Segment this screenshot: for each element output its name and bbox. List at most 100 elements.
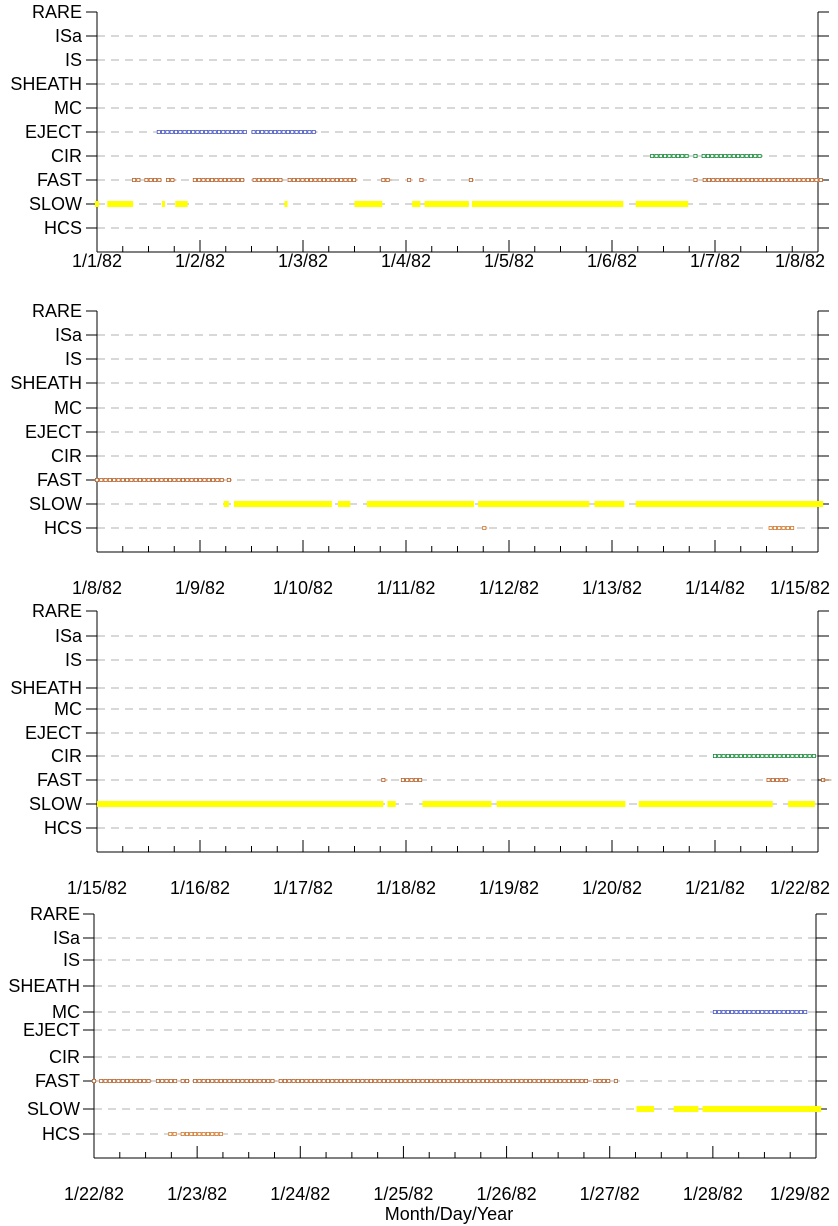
category-label-is: IS: [65, 650, 82, 670]
cir-marker: [654, 153, 659, 158]
fast-marker: [368, 1079, 373, 1084]
eject-marker: [216, 129, 221, 134]
fast-marker: [489, 1079, 494, 1084]
fast-marker: [810, 177, 815, 182]
fast-marker: [185, 477, 190, 482]
fast-marker: [304, 1079, 309, 1084]
fast-marker: [766, 778, 771, 783]
fast-marker: [416, 1079, 421, 1084]
fast-marker: [189, 477, 194, 482]
x-tick-label: 1/14/82: [685, 578, 745, 598]
fast-marker: [99, 1079, 104, 1084]
fast-marker: [201, 177, 206, 182]
fast-marker: [364, 1079, 369, 1084]
cir-marker: [781, 754, 786, 759]
slow-bar-segment: [635, 201, 689, 207]
mc-marker-run: [712, 1010, 808, 1015]
x-tick-label: 1/20/82: [582, 878, 642, 898]
x-tick-label: 1/12/82: [479, 578, 539, 598]
fast-marker: [459, 1079, 464, 1084]
category-label-fast: FAST: [35, 1071, 80, 1091]
eject-marker: [199, 129, 204, 134]
cir-marker: [768, 754, 773, 759]
cir-marker: [803, 754, 808, 759]
mc-marker: [725, 1010, 730, 1015]
fast-marker: [227, 1079, 232, 1084]
cir-marker: [744, 153, 749, 158]
category-label-eject: EJECT: [25, 122, 82, 142]
cir-marker: [734, 754, 739, 759]
category-label-sheath: SHEATH: [10, 373, 82, 393]
fast-marker: [176, 477, 181, 482]
eject-marker: [178, 129, 183, 134]
hcs-marker: [790, 526, 795, 531]
fast-marker: [321, 1079, 326, 1084]
fast-marker: [256, 177, 261, 182]
mc-marker: [773, 1010, 778, 1015]
fast-marker: [112, 1079, 117, 1084]
mc-marker: [781, 1010, 786, 1015]
fast-marker: [261, 1079, 266, 1084]
fast-marker: [261, 177, 266, 182]
x-tick-label: 1/17/82: [273, 878, 333, 898]
cir-marker: [701, 153, 706, 158]
eject-marker: [264, 129, 269, 134]
category-label-mc: MC: [52, 1002, 80, 1022]
fast-marker: [468, 177, 473, 182]
fast-marker: [116, 1079, 121, 1084]
fast-marker: [373, 1079, 378, 1084]
category-label-isa: ISa: [53, 928, 81, 948]
mc-marker: [743, 1010, 748, 1015]
fast-marker: [347, 177, 352, 182]
fast-marker-run: [278, 1079, 591, 1084]
hcs-marker-run: [168, 1132, 178, 1137]
fast-marker: [399, 1079, 404, 1084]
eject-marker: [234, 129, 239, 134]
fast-marker: [463, 1079, 468, 1084]
eject-marker-run: [251, 129, 318, 134]
fast-marker: [330, 177, 335, 182]
mc-marker: [717, 1010, 722, 1015]
fast-marker: [715, 177, 720, 182]
cir-marker: [777, 754, 782, 759]
fast-marker: [107, 1079, 112, 1084]
x-tick-label: 1/1/82: [72, 251, 122, 271]
fast-marker: [295, 1079, 300, 1084]
cir-marker-run: [650, 153, 690, 158]
fast-marker: [144, 177, 149, 182]
mc-marker: [794, 1010, 799, 1015]
fast-marker: [467, 1079, 472, 1084]
fast-marker: [352, 177, 357, 182]
category-label-fast: FAST: [37, 470, 82, 490]
category-label-fast: FAST: [37, 770, 82, 790]
eject-marker: [186, 129, 191, 134]
fast-marker: [133, 477, 138, 482]
fast-marker: [762, 177, 767, 182]
mc-marker: [760, 1010, 765, 1015]
eject-marker: [169, 129, 174, 134]
fast-marker: [129, 1079, 134, 1084]
cir-marker: [751, 754, 756, 759]
fast-marker: [558, 1079, 563, 1084]
fast-marker: [442, 1079, 447, 1084]
fast-marker: [278, 1079, 283, 1084]
cir-marker: [811, 754, 816, 759]
x-tick-label: 1/3/82: [278, 251, 328, 271]
x-tick-label: 1/22/82: [64, 1184, 124, 1204]
fast-marker: [201, 1079, 206, 1084]
hcs-marker: [172, 1132, 177, 1137]
hcs-marker: [785, 526, 790, 531]
fast-marker: [193, 477, 198, 482]
fast-marker: [170, 177, 175, 182]
mc-marker: [734, 1010, 739, 1015]
hcs-marker: [168, 1132, 173, 1137]
category-label-cir: CIR: [51, 146, 82, 166]
fast-marker: [317, 177, 322, 182]
category-label-mc: MC: [54, 398, 82, 418]
fast-marker: [377, 1079, 382, 1084]
fast-marker: [775, 778, 780, 783]
cir-marker: [773, 754, 778, 759]
cir-marker: [680, 153, 685, 158]
slow-bar-segment: [412, 201, 421, 207]
hcs-marker: [218, 1132, 223, 1137]
